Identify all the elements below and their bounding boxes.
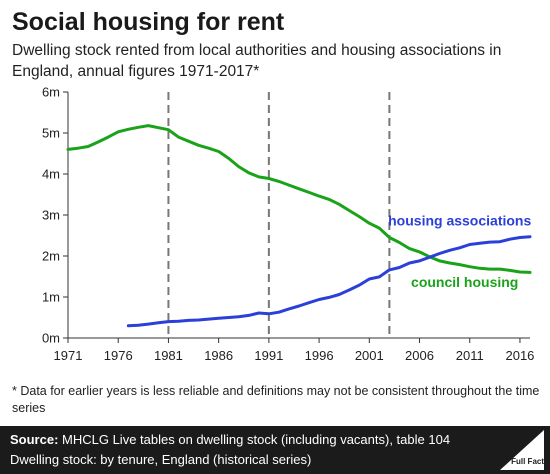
source-label: Source: [10,432,59,447]
x-tick-label: 2006 [405,348,434,363]
x-tick-label: 2016 [505,348,534,363]
y-tick-label: 0m [42,331,60,346]
chart-title: Social housing for rent [12,8,285,36]
x-tick-label: 1976 [104,348,133,363]
x-tick-label: 1986 [204,348,233,363]
series-line: Dwelling stock: by tenure, England (hist… [10,452,312,467]
series-label-housing-associations: housing associations [388,212,531,228]
x-tick-label: 1981 [154,348,183,363]
series-line-council-housing [66,124,532,274]
footnote: * Data for earlier years is less reliabl… [12,384,540,415]
y-tick-label: 2m [42,249,60,264]
chart-subtitle: Dwelling stock rented from local authori… [12,42,502,80]
x-tick-label: 1991 [254,348,283,363]
x-tick-label: 2001 [355,348,384,363]
full-fact-logo-icon [500,430,544,470]
y-tick-label: 4m [42,167,60,182]
series-line-housing-associations [126,235,532,328]
source-footer: Source: MHCLG Live tables on dwelling st… [0,426,550,474]
y-tick-label: 3m [42,208,60,223]
source-text: MHCLG Live tables on dwelling stock (inc… [58,432,451,447]
line-chart: 0m 1m 2m 3m 4m 5m 6m 1971 1976 1981 1986 1991 1996 20… [42,85,534,364]
full-fact-logo-text: Full Fact [511,457,544,466]
x-tick-label: 2011 [456,348,484,363]
x-tick-label: 1971 [54,348,83,363]
y-tick-label: 1m [42,290,60,305]
y-tick-label: 6m [42,85,60,100]
x-tick-label: 1996 [305,348,334,363]
source-line: Source: MHCLG Live tables on dwelling st… [10,430,450,449]
y-tick-label: 5m [42,126,60,141]
series-label-council-housing: council housing [411,274,518,290]
